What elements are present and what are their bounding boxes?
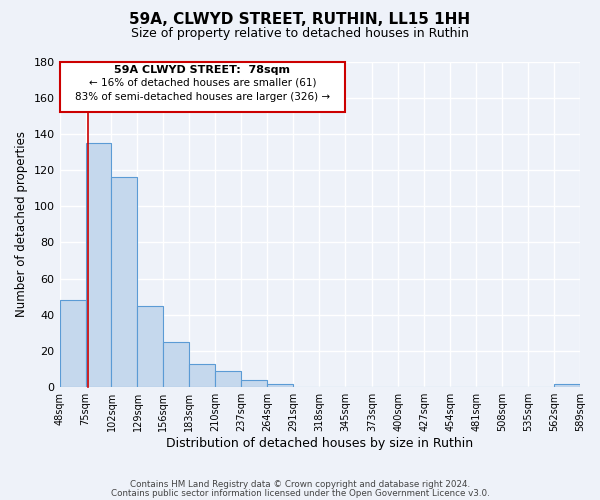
Text: Contains HM Land Registry data © Crown copyright and database right 2024.: Contains HM Land Registry data © Crown c… — [130, 480, 470, 489]
Bar — [163, 342, 190, 387]
Text: Contains public sector information licensed under the Open Government Licence v3: Contains public sector information licen… — [110, 489, 490, 498]
Bar — [112, 178, 137, 387]
Text: Size of property relative to detached houses in Ruthin: Size of property relative to detached ho… — [131, 28, 469, 40]
Text: ← 16% of detached houses are smaller (61): ← 16% of detached houses are smaller (61… — [89, 78, 316, 88]
Text: 59A CLWYD STREET:  78sqm: 59A CLWYD STREET: 78sqm — [115, 65, 290, 75]
Bar — [86, 143, 112, 387]
Bar — [190, 364, 215, 387]
Bar — [241, 380, 268, 387]
Bar — [268, 384, 293, 387]
X-axis label: Distribution of detached houses by size in Ruthin: Distribution of detached houses by size … — [166, 437, 473, 450]
Bar — [59, 300, 86, 387]
FancyBboxPatch shape — [59, 62, 345, 112]
Text: 59A, CLWYD STREET, RUTHIN, LL15 1HH: 59A, CLWYD STREET, RUTHIN, LL15 1HH — [130, 12, 470, 28]
Bar — [137, 306, 163, 387]
Bar — [215, 371, 241, 387]
Text: 83% of semi-detached houses are larger (326) →: 83% of semi-detached houses are larger (… — [75, 92, 330, 102]
Bar — [554, 384, 580, 387]
Y-axis label: Number of detached properties: Number of detached properties — [15, 132, 28, 318]
